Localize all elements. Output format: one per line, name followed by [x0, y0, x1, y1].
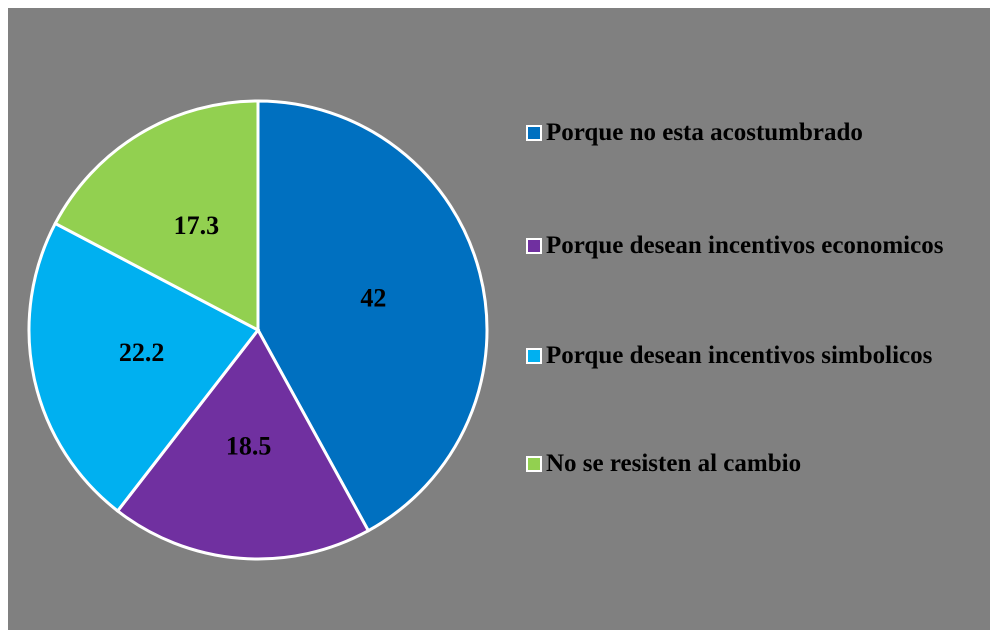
- legend-item: Porque desean incentivos simbolicos: [526, 338, 956, 373]
- legend-swatch: [526, 238, 542, 254]
- legend-swatch: [526, 348, 542, 364]
- chart-area: 42 18.5 22.2 17.3 Porque no esta acostumbra…: [8, 8, 990, 630]
- legend-swatch: [526, 456, 542, 472]
- pie-slice: [115, 327, 371, 561]
- legend-item: Porque no esta acostumbrado: [526, 115, 956, 150]
- legend-item: Porque desean incentivos economicos: [526, 228, 956, 263]
- pie-slice: [27, 221, 261, 514]
- data-label: 18.5: [226, 432, 272, 461]
- data-label: 22.2: [119, 338, 165, 367]
- data-label: 17.3: [174, 211, 220, 240]
- legend-label: No se resisten al cambio: [546, 450, 802, 477]
- legend-label: Porque desean incentivos economicos: [546, 232, 944, 259]
- data-label: 42: [360, 283, 386, 312]
- legend-label: Porque desean incentivos simbolicos: [546, 342, 933, 369]
- chart: 42 18.5 22.2 17.3: [27, 99, 489, 561]
- legend-label: Porque no esta acostumbrado: [546, 119, 863, 146]
- pie-slice: [53, 99, 260, 333]
- legend-item: No se resisten al cambio: [526, 446, 956, 481]
- legend-swatch: [526, 125, 542, 141]
- pie-slice: [256, 99, 489, 533]
